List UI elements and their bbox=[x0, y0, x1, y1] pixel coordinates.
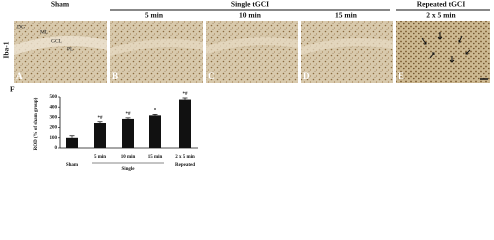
x-tick-label: 10 min bbox=[121, 155, 136, 160]
group-label: Single bbox=[121, 167, 135, 172]
error-bar bbox=[152, 113, 158, 116]
granule-band bbox=[14, 36, 107, 55]
bar bbox=[122, 118, 134, 148]
granule-band bbox=[206, 37, 298, 54]
bar bbox=[179, 99, 191, 148]
panel-letter: F bbox=[10, 85, 15, 94]
row-label: Iba-1 bbox=[2, 41, 11, 58]
micrograph bbox=[396, 21, 490, 83]
error-bar bbox=[97, 121, 103, 124]
group-label: Repeated bbox=[175, 163, 195, 168]
y-tick-label: 200 bbox=[50, 126, 58, 131]
micrograph bbox=[110, 21, 203, 83]
significance-label: *# bbox=[98, 116, 104, 121]
header-single: Single tGCI bbox=[231, 0, 269, 9]
panel-letter: D bbox=[303, 71, 310, 81]
x-tick-label: 15 min bbox=[148, 155, 163, 160]
arrows bbox=[421, 32, 471, 63]
header-sham: Sham bbox=[51, 0, 70, 9]
region-label: GCL bbox=[51, 38, 63, 44]
bar bbox=[66, 137, 78, 148]
header-time: 10 min bbox=[239, 11, 262, 20]
y-axis-title: ROD (% of sham group) bbox=[34, 97, 39, 150]
bar-chart: 0 100 200 300 400 500 Sham *# 5 min *# 10 min * 15 m… bbox=[50, 92, 198, 172]
micrograph bbox=[301, 21, 393, 83]
bar bbox=[149, 115, 161, 148]
x-tick-label: Sham bbox=[66, 163, 79, 168]
granule-band bbox=[301, 38, 393, 55]
y-tick-label: 400 bbox=[50, 105, 58, 110]
panel-letter: B bbox=[112, 71, 118, 81]
region-label: DG bbox=[17, 24, 25, 30]
panel-letter: E bbox=[398, 71, 404, 81]
bar bbox=[94, 123, 106, 148]
micrograph bbox=[14, 21, 107, 83]
y-tick-label: 500 bbox=[50, 95, 58, 100]
figure: Sham Single tGCI 5 min 10 min 15 min Rep… bbox=[2, 0, 490, 172]
error-bar bbox=[125, 117, 131, 119]
panel-letter: C bbox=[208, 71, 215, 81]
region-label: PL bbox=[67, 46, 74, 52]
significance-label: *# bbox=[126, 112, 132, 117]
region-label: ML bbox=[40, 29, 49, 35]
y-tick-label: 100 bbox=[50, 136, 58, 141]
error-bar bbox=[182, 97, 188, 100]
header-time: 15 min bbox=[335, 11, 358, 20]
granule-band bbox=[110, 39, 203, 56]
x-tick-label: 5 min bbox=[94, 155, 106, 160]
x-tick-label: 2 x 5 min bbox=[175, 155, 195, 160]
header-repeated: Repeated tGCI bbox=[417, 0, 466, 9]
micrograph bbox=[206, 21, 298, 83]
header-time: 5 min bbox=[145, 11, 164, 20]
y-tick-label: 300 bbox=[50, 116, 58, 121]
header-time: 2 x 5 min bbox=[426, 11, 456, 20]
panel-letter: A bbox=[16, 71, 23, 81]
significance-label: *# bbox=[183, 92, 189, 97]
y-tick-label: 0 bbox=[55, 146, 58, 151]
significance-label: * bbox=[154, 108, 157, 113]
error-bar bbox=[69, 135, 75, 138]
